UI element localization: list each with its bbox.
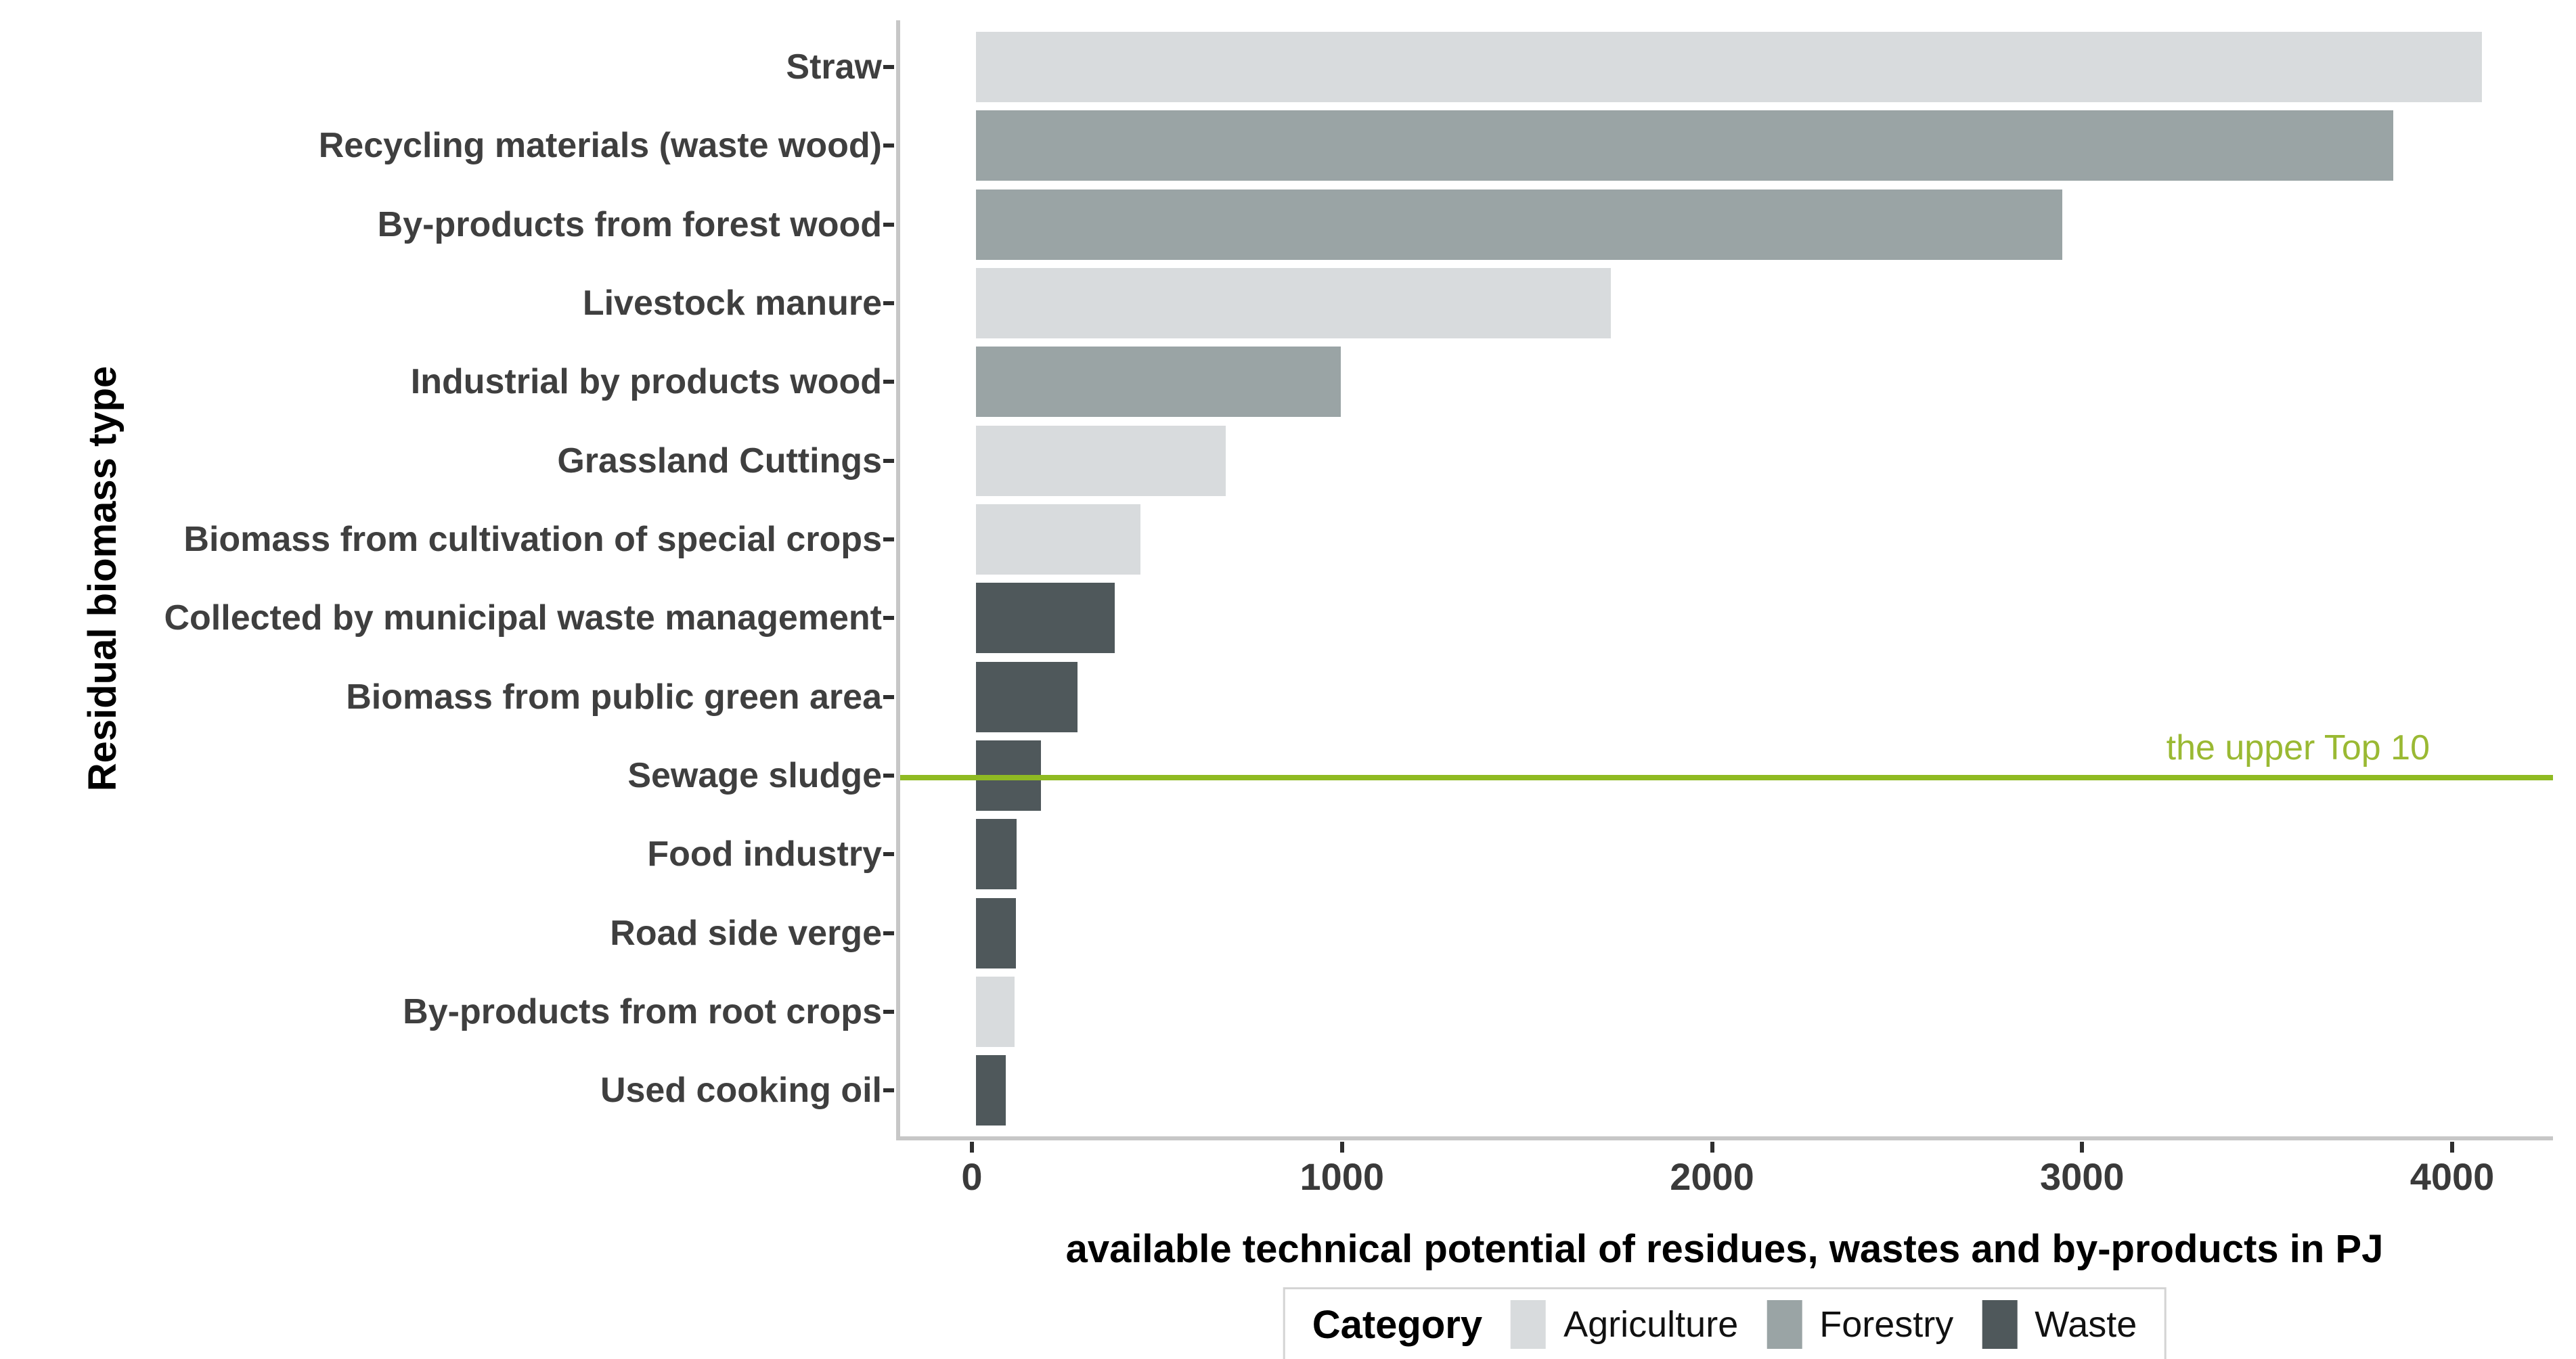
category-label: Sewage sludge — [627, 755, 882, 795]
legend-swatch — [1767, 1300, 1802, 1349]
x-axis-tick — [1339, 1142, 1344, 1153]
y-axis-tick — [883, 616, 894, 621]
category-label: Food industry — [647, 834, 882, 874]
y-axis-tick — [883, 380, 894, 384]
category-label: Grassland Cuttings — [557, 441, 882, 481]
category-label: Straw — [786, 47, 882, 87]
category-label: Livestock manure — [582, 283, 882, 323]
y-axis-tick — [883, 1088, 894, 1093]
bar — [976, 897, 1016, 968]
category-label: Road side verge — [610, 913, 882, 953]
bar — [976, 347, 1341, 418]
y-axis-tick — [883, 300, 894, 305]
y-axis-tick — [883, 773, 894, 778]
bar — [976, 1055, 1006, 1126]
legend-label: Forestry — [1819, 1304, 1954, 1345]
legend-swatch — [1982, 1300, 2018, 1349]
bar — [976, 976, 1015, 1047]
y-axis-tick — [883, 1009, 894, 1014]
bar — [976, 189, 2062, 260]
bar — [976, 583, 1115, 654]
category-label: Used cooking oil — [600, 1071, 882, 1111]
legend: Category Agriculture Forestry Waste — [1283, 1287, 2167, 1359]
top10-annotation: the upper Top 10 — [2166, 728, 2430, 767]
category-label: Recycling materials (waste wood) — [318, 126, 882, 166]
bar — [976, 661, 1078, 732]
bar — [976, 425, 1226, 496]
bar — [976, 110, 2393, 181]
y-axis-tick — [883, 222, 894, 227]
y-axis-tick — [883, 852, 894, 857]
category-label: By-products from root crops — [403, 992, 882, 1031]
y-axis-tick — [883, 694, 894, 699]
legend-entry: Forestry — [1767, 1300, 1953, 1349]
y-axis-title: Residual biomass type — [81, 365, 125, 792]
y-axis-tick — [883, 143, 894, 148]
category-label: Industrial by products wood — [410, 362, 882, 402]
category-label: Biomass from cultivation of special crop… — [183, 519, 882, 559]
top10-boundary-line — [900, 775, 2553, 780]
bar — [976, 819, 1017, 890]
x-axis-tick — [2080, 1142, 2085, 1153]
category-label: By-products from forest wood — [377, 204, 882, 244]
y-axis-tick — [883, 537, 894, 541]
plot-panel: the upper Top 10 — [896, 20, 2553, 1140]
category-label: Biomass from public green area — [346, 677, 882, 717]
x-axis-tick-label: 0 — [961, 1155, 983, 1198]
x-axis-tick-label: 4000 — [2410, 1155, 2495, 1198]
x-axis-tick — [1710, 1142, 1714, 1153]
x-axis-tick-label: 2000 — [1670, 1155, 1754, 1198]
category-label: Collected by municipal waste management — [164, 598, 882, 638]
legend-label: Waste — [2035, 1304, 2137, 1345]
legend-swatch — [1511, 1300, 1547, 1349]
bar — [976, 504, 1140, 575]
x-axis-title: available technical potential of residue… — [1065, 1227, 2384, 1271]
bar — [976, 32, 2482, 102]
x-axis-tick — [970, 1142, 974, 1153]
y-axis-tick — [883, 458, 894, 463]
bar — [976, 267, 1611, 338]
legend-title: Category — [1312, 1302, 1483, 1347]
x-axis-tick-label: 1000 — [1300, 1155, 1385, 1198]
legend-entry: Waste — [1982, 1300, 2137, 1349]
y-axis-tick — [883, 65, 894, 69]
legend-label: Agriculture — [1563, 1304, 1739, 1345]
legend-entry: Agriculture — [1511, 1300, 1738, 1349]
x-axis-tick — [2450, 1142, 2454, 1153]
x-axis-tick-label: 3000 — [2039, 1155, 2125, 1198]
y-axis-tick — [883, 931, 894, 935]
